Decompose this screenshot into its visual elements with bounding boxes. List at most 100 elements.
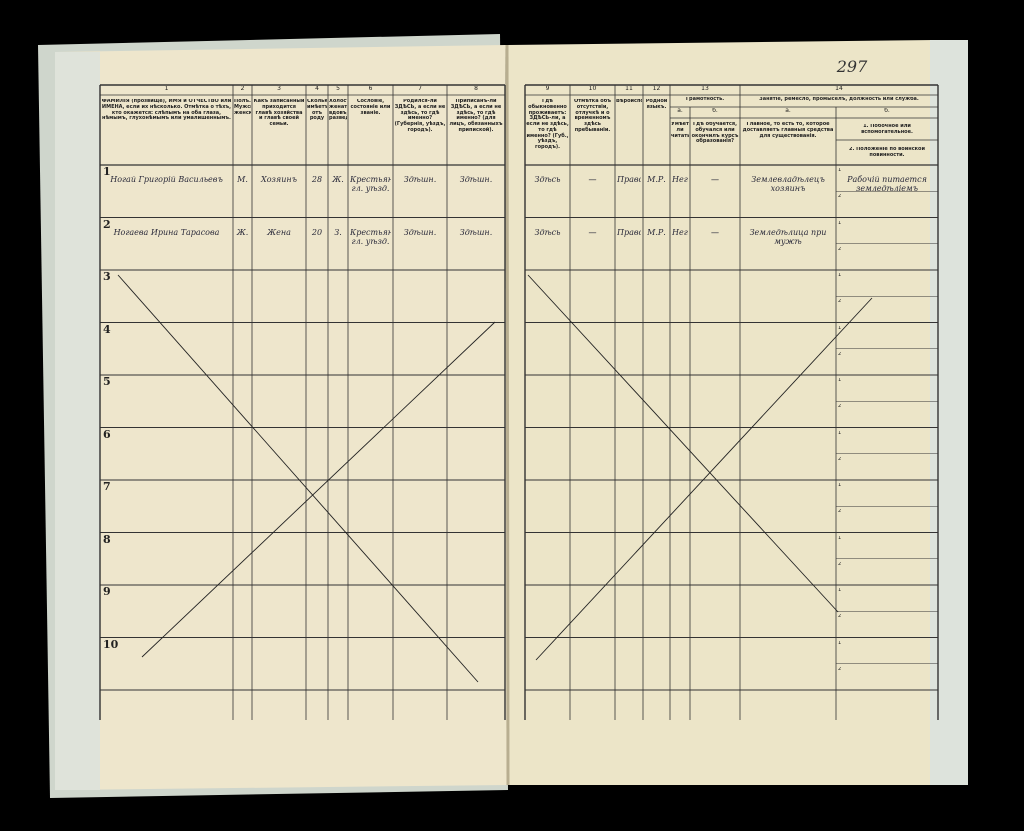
handwritten-entry: М.	[237, 175, 248, 184]
sub-label: 2	[838, 509, 842, 515]
sub-letter: а.	[785, 108, 791, 114]
sub-label: 1	[838, 220, 842, 226]
sub-item: 1. Побочное или вспомогательное.	[861, 124, 913, 135]
column-header: Гдѣ обыкновенно проживаетъ: ЗДѢСЬ-ли, а …	[526, 99, 569, 150]
row-number: 4	[103, 323, 111, 336]
handwritten-entry: М.Р.	[647, 175, 666, 184]
page-number: 297	[836, 58, 868, 76]
column-header: Холостъ, женатъ, вдовъ, разведенъ.	[329, 99, 347, 122]
handwritten-entry: —	[711, 175, 719, 184]
row-number: 3	[103, 271, 111, 283]
left-margin	[55, 52, 100, 790]
column-header: ФАМИЛІЯ (прозвище), ИМЯ и ОТЧЕСТВО или И…	[101, 99, 232, 122]
handwritten-entry: Здѣшн.	[403, 175, 437, 184]
column-header: Какъ записанный приходится главѣ хозяйст…	[253, 99, 305, 127]
handwritten-entry: Хозяинъ	[261, 175, 297, 184]
right-page	[505, 40, 968, 785]
handwritten-entry: Ногай Григорій Васильевъ	[110, 175, 223, 184]
row-number: 6	[103, 428, 111, 441]
column-number: 9	[545, 86, 550, 92]
sub-label: 2	[838, 299, 842, 305]
sub-header: Главное, то есть то, которое доставляетъ…	[742, 122, 834, 139]
column-header: Сословіе, состояніе или званіе.	[350, 99, 391, 116]
right-edge	[930, 40, 968, 785]
handwritten-entry: Ж.	[236, 227, 249, 237]
column-number: 13	[701, 86, 709, 92]
handwritten-entry: 28	[311, 175, 323, 184]
column-number: 5	[336, 86, 340, 92]
cross-out	[117, 274, 873, 683]
handwritten-entry: Здѣшн.	[459, 175, 493, 184]
column-header: Приписанъ-ли ЗДѢСЬ, а если не здѣсь, то …	[449, 99, 503, 133]
column-header: Занятіе, ремесло, промыселъ, должность и…	[759, 97, 919, 102]
handwritten-entry: Здѣсь	[534, 175, 561, 184]
sub-label: 2	[838, 351, 842, 357]
handwritten-entry: З.	[334, 227, 342, 237]
column-header: Родился-ли ЗДѢСЬ, а если не здѣсь, то гд…	[394, 99, 446, 133]
column-number: 4	[315, 86, 319, 92]
sub-label: 1	[838, 378, 842, 383]
column-header: Полъ. Мужской, женскій.	[234, 99, 251, 116]
handwritten-entry: Землевладѣлецъ хозяинъ	[751, 175, 825, 194]
handwritten-entry: —	[588, 175, 597, 184]
handwritten-entry: —	[711, 227, 719, 237]
handwritten-entry: Здѣшн.	[459, 227, 493, 237]
row-number: 10	[103, 638, 119, 651]
sub-label: 1	[838, 535, 842, 541]
sub-label: 1	[838, 483, 842, 488]
handwritten-entry: Рабочій питается земледѣліемъ	[847, 175, 927, 194]
sub-item: 2. Положеніе по воинской повинности.	[849, 147, 925, 158]
handwritten-entry: Жена	[267, 227, 291, 237]
column-number: 14	[835, 86, 843, 92]
row-number: 1	[103, 166, 111, 178]
sub-label: 1	[838, 588, 842, 593]
handwritten-entry: Крестьянка гл. уѣзд.	[350, 227, 391, 246]
sub-label: 1	[838, 430, 842, 436]
handwritten-entry: М.Р.	[647, 227, 666, 237]
sub-letter: б.	[712, 108, 718, 114]
sub-label: 1	[838, 273, 842, 278]
handwritten-entry: Здѣшн.	[403, 227, 437, 237]
handwritten-entry: Ногаева Ирина Тарасова	[113, 227, 220, 237]
sub-label: 2	[838, 456, 842, 462]
handwritten-entry: Ж.	[332, 175, 344, 184]
handwritten-entry: Негр.	[672, 175, 688, 184]
row-number: 7	[103, 481, 111, 493]
handwritten-entry: Негр.	[672, 227, 688, 237]
sub-header: Умѣетъ-ли читать?	[671, 122, 689, 139]
column-number: 1	[164, 86, 169, 92]
handwritten-entry: Земледѣлица при мужѣ	[749, 227, 827, 246]
column-header: Родной языкъ.	[645, 99, 668, 110]
sub-header: Гдѣ обучается, обучался или окончилъ кур…	[691, 122, 739, 145]
column-number: 3	[277, 86, 281, 92]
left-page	[55, 45, 508, 790]
handwritten-entry: Здѣсь	[534, 227, 561, 237]
sub-label: 2	[838, 404, 842, 410]
column-header: Сколько имѣетъ отъ роду	[307, 99, 327, 122]
sub-label: 2	[838, 561, 842, 567]
column-header: Вѣроисповѣданіе.	[616, 99, 642, 104]
handwritten-entry: Правосл.	[617, 227, 641, 237]
sub-letter: а.	[677, 108, 683, 114]
column-header: Отмѣтка объ отсутствіи, отлучкѣ и о врем…	[573, 99, 611, 133]
column-number: 11	[625, 86, 633, 92]
sub-label: 2	[838, 246, 842, 252]
row-number: 2	[103, 218, 111, 231]
column-number: 8	[474, 86, 478, 92]
column-number: 2	[240, 86, 245, 92]
column-number: 7	[418, 86, 422, 92]
sub-label: 1	[838, 168, 842, 173]
handwritten-entry: 20	[311, 227, 323, 237]
row-number: 5	[103, 376, 111, 388]
sub-letter: б.	[884, 108, 890, 114]
sub-label: 2	[838, 614, 842, 620]
column-number: 10	[588, 86, 597, 92]
row-number: 8	[103, 533, 111, 546]
sub-label: 1	[838, 325, 842, 331]
sub-label: 1	[838, 640, 842, 646]
column-number: 6	[368, 86, 373, 92]
fold	[505, 44, 510, 786]
column-number: 12	[652, 86, 661, 92]
